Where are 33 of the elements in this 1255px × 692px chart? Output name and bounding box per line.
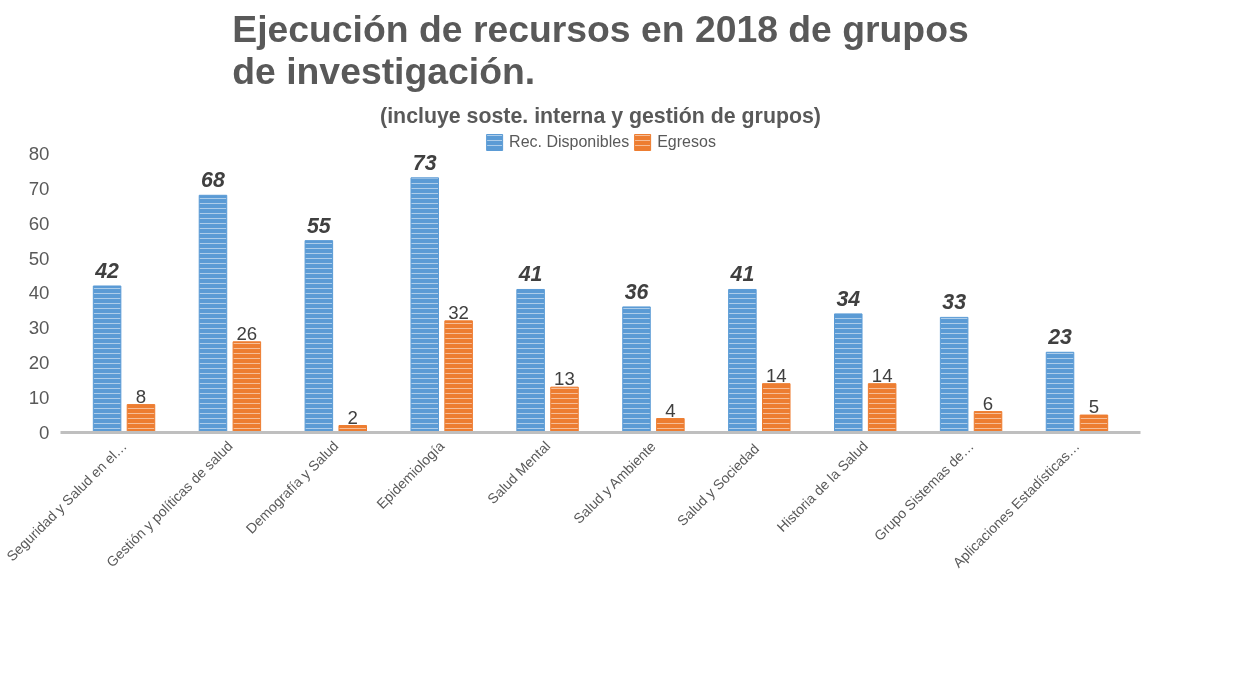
y-tick-label: 20 xyxy=(28,352,50,374)
data-label: 32 xyxy=(448,301,470,323)
data-label: 55 xyxy=(306,213,332,238)
y-tick-label: 70 xyxy=(28,177,50,199)
data-label: 73 xyxy=(412,150,437,175)
data-label: 41 xyxy=(517,262,543,287)
y-tick-label: 10 xyxy=(28,387,50,409)
data-label: 8 xyxy=(135,385,147,407)
chart-title: Ejecución de recursos en 2018 de grupos de investigación. xyxy=(232,7,969,92)
data-label: 14 xyxy=(765,364,787,386)
data-label: 36 xyxy=(624,279,649,304)
y-tick-label: 80 xyxy=(28,142,50,164)
data-label: 41 xyxy=(729,262,755,287)
chart-subtitle: (incluye soste. interna y gestión de grupos) xyxy=(380,103,821,128)
data-label: 2 xyxy=(347,406,358,428)
data-label: 68 xyxy=(201,168,225,193)
y-tick-label: 50 xyxy=(28,247,50,269)
data-label: 42 xyxy=(94,258,120,283)
data-label: 13 xyxy=(554,368,575,390)
data-label: 5 xyxy=(1088,396,1100,418)
data-label: 14 xyxy=(871,364,893,386)
y-tick-label: 30 xyxy=(28,317,50,339)
y-tick-label: 0 xyxy=(39,422,50,443)
y-tick-label: 60 xyxy=(28,212,50,234)
legend-label: Rec. Disponibles xyxy=(509,133,630,151)
data-label: 33 xyxy=(942,290,967,315)
data-label: 34 xyxy=(836,286,861,311)
legend-label: Egresos xyxy=(657,133,716,151)
y-tick-label: 40 xyxy=(28,282,50,304)
data-label: 26 xyxy=(236,322,258,344)
data-label: 6 xyxy=(982,392,994,414)
data-label: 23 xyxy=(1047,325,1073,350)
data-label: 4 xyxy=(665,399,676,421)
